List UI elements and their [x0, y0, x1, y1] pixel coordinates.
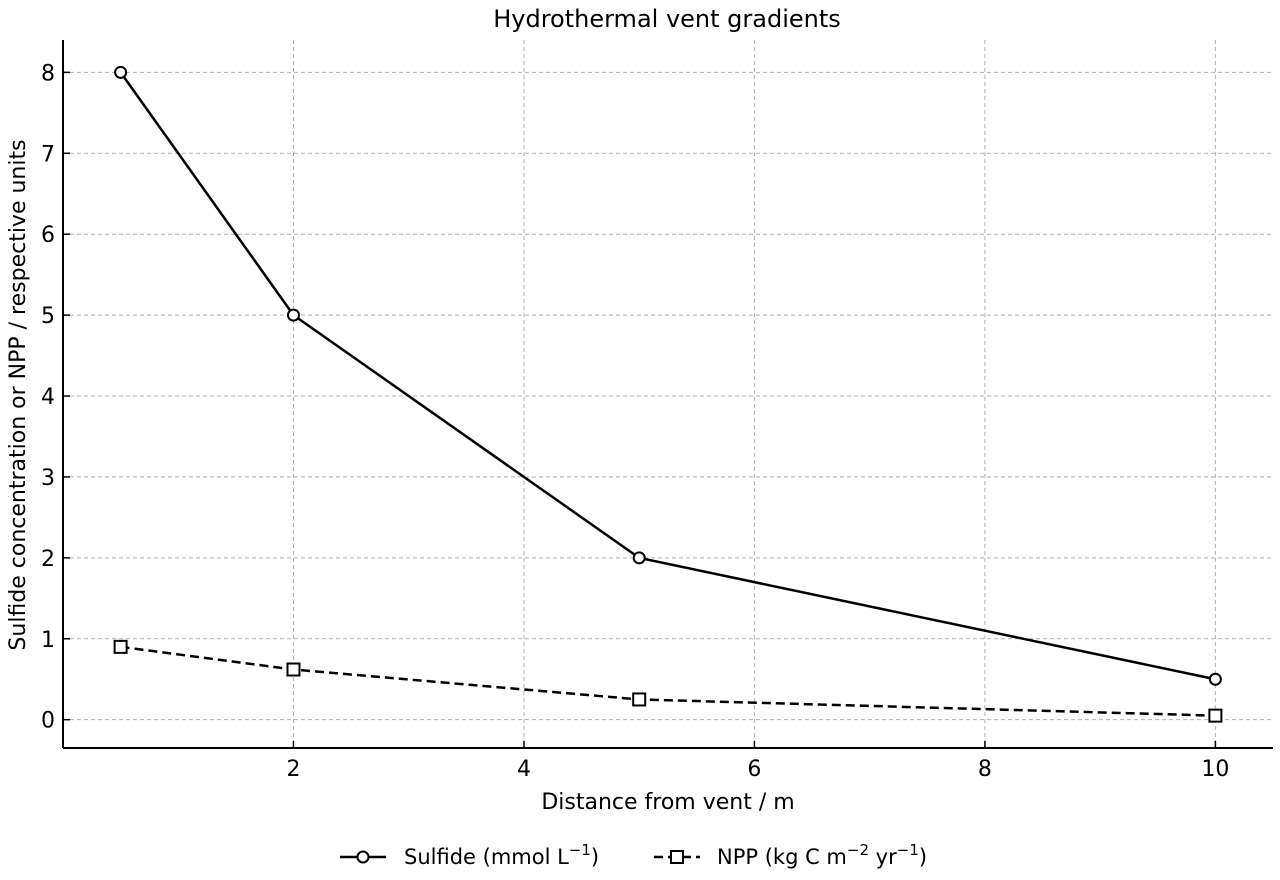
series-layer — [113, 65, 1223, 723]
y-tick-label: 0 — [41, 709, 55, 734]
y-tick-label: 1 — [41, 628, 55, 653]
data-point — [632, 551, 646, 565]
legend-label: Sulfide (mmol L−1) — [404, 841, 599, 869]
data-point — [113, 639, 128, 654]
grid — [63, 40, 1273, 748]
legend-label: NPP (kg C m−2 yr−1) — [717, 841, 927, 869]
x-ticks: 2 4 6 8 10 — [286, 741, 1229, 782]
chart-title: Hydrothermal vent gradients — [493, 5, 841, 33]
legend-marker — [670, 850, 684, 864]
series-line — [120, 645, 1216, 717]
x-tick-label: 8 — [978, 757, 992, 782]
y-tick-label: 2 — [41, 547, 55, 572]
x-tick-label: 2 — [286, 757, 300, 782]
data-point — [632, 692, 647, 707]
data-point — [114, 65, 128, 79]
y-tick-label: 7 — [41, 142, 55, 167]
axes — [62, 40, 1273, 749]
legend-item-sulfide: Sulfide (mmol L−1) — [340, 841, 599, 869]
x-tick-label: 4 — [517, 757, 531, 782]
y-tick-label: 4 — [41, 385, 55, 410]
legend-item-npp: NPP (kg C m−2 yr−1) — [654, 841, 927, 869]
series-sulfide — [114, 65, 1222, 686]
y-tick-label: 3 — [41, 466, 55, 491]
y-tick-label: 6 — [41, 223, 55, 248]
legend: Sulfide (mmol L−1) NPP (kg C m−2 yr−1) — [340, 841, 927, 869]
y-tick-label: 8 — [41, 61, 55, 86]
series-npp — [113, 639, 1223, 723]
series-line — [119, 71, 1216, 681]
data-point — [286, 662, 301, 677]
y-axis-label: Sulfide concentration or NPP / respectiv… — [6, 139, 31, 650]
x-tick-label: 10 — [1201, 757, 1229, 782]
data-point — [1208, 672, 1222, 686]
data-point — [1208, 708, 1223, 723]
data-point — [286, 308, 300, 322]
legend-marker — [356, 850, 370, 864]
y-tick-label: 5 — [41, 304, 55, 329]
y-ticks: 0 1 2 3 4 5 6 7 8 — [41, 61, 70, 734]
x-axis-label: Distance from vent / m — [541, 790, 794, 815]
x-tick-label: 6 — [747, 757, 761, 782]
